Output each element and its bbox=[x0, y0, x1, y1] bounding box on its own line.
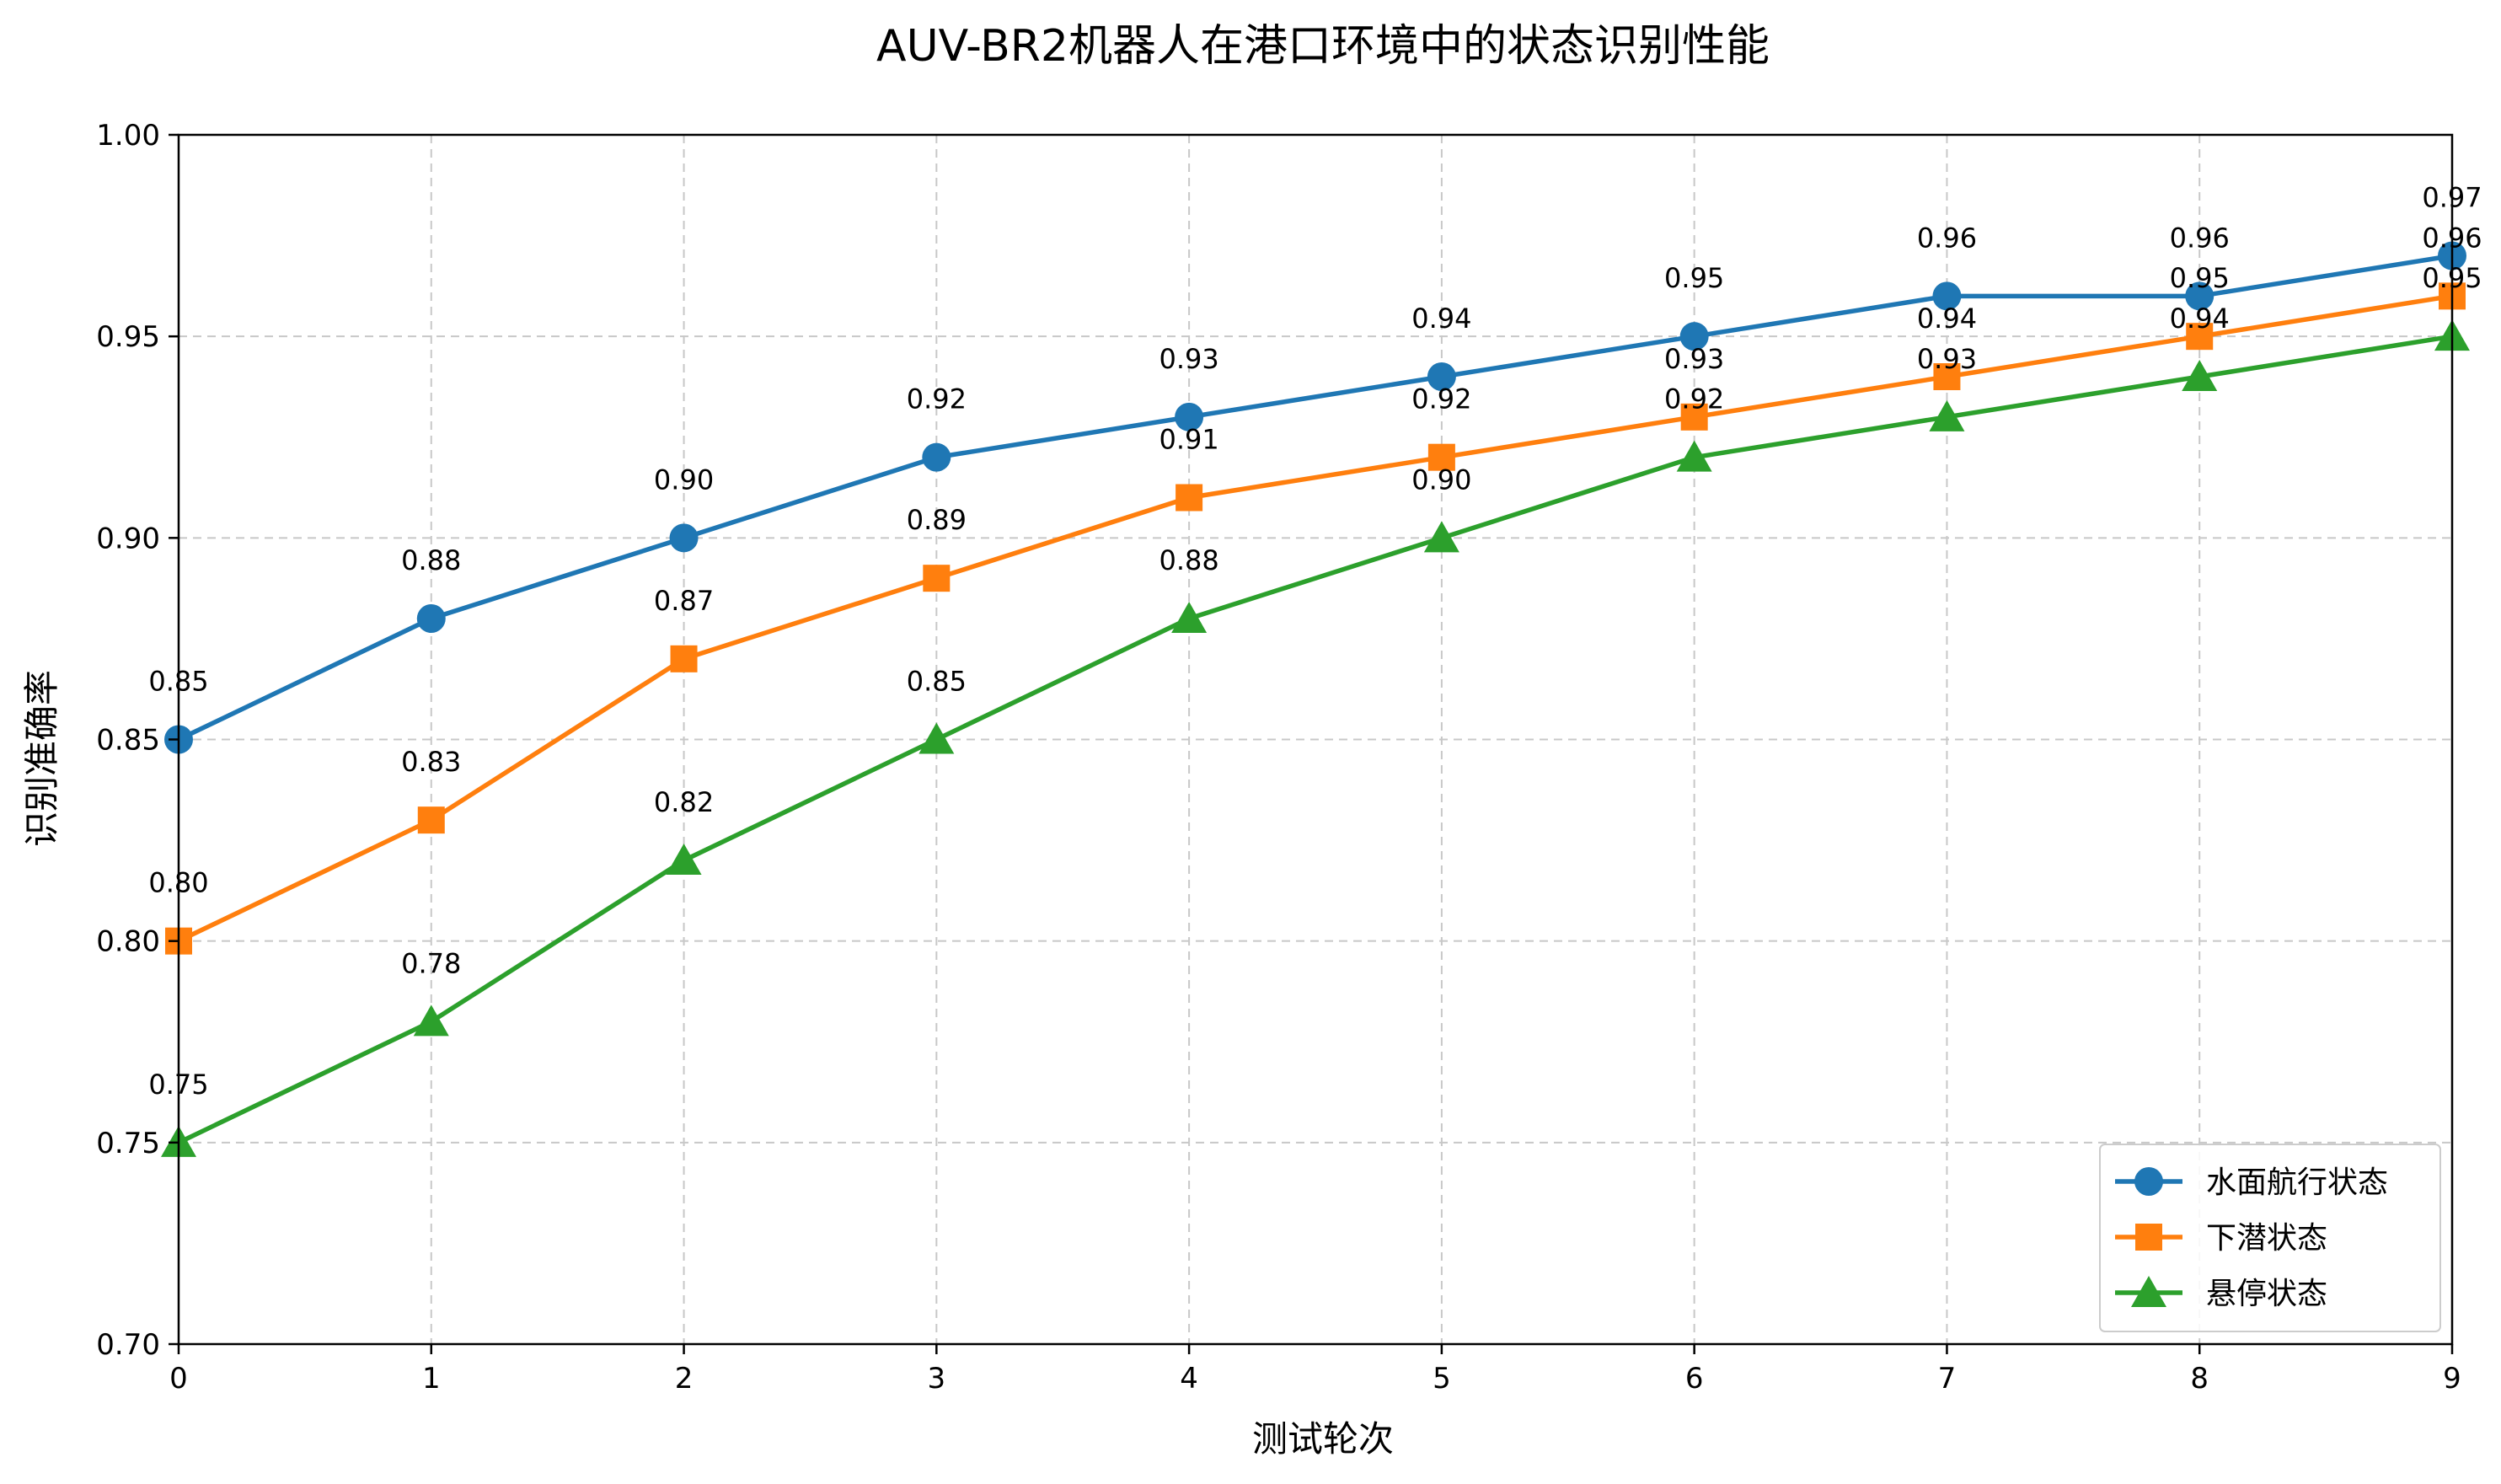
x-axis-title: 测试轮次 bbox=[1252, 1418, 1394, 1460]
data-label-dive: 0.95 bbox=[2170, 262, 2230, 294]
axis-ticks: 0 1 2 3 4 5 6 7 8 9 0.70 0.75 0.80 0.85 0.90 0.95 1.00 bbox=[96, 119, 2461, 1396]
data-point-hover bbox=[1676, 440, 1712, 472]
x-tick-label: 9 bbox=[2443, 1362, 2461, 1396]
data-point-dive bbox=[2186, 323, 2214, 351]
data-point-hover bbox=[1171, 602, 1208, 633]
y-tick-label: 0.95 bbox=[96, 320, 160, 354]
data-point-dive bbox=[417, 806, 445, 834]
data-point-surface bbox=[922, 442, 951, 472]
x-tick-label: 2 bbox=[675, 1362, 694, 1396]
data-label-hover: 0.85 bbox=[907, 666, 967, 698]
data-label-surface: 0.93 bbox=[1159, 343, 1218, 375]
data-label-dive: 0.83 bbox=[401, 746, 461, 778]
data-point-surface bbox=[1679, 322, 1709, 351]
y-tick-label: 0.80 bbox=[96, 925, 160, 959]
y-tick-label: 0.85 bbox=[96, 724, 160, 758]
x-tick-label: 4 bbox=[1180, 1362, 1198, 1396]
y-tick-label: 1.00 bbox=[96, 119, 160, 153]
x-tick-label: 1 bbox=[422, 1362, 441, 1396]
data-point-hover bbox=[413, 1005, 449, 1037]
data-label-surface: 0.96 bbox=[1917, 222, 1977, 254]
x-tick-label: 7 bbox=[1938, 1362, 1957, 1396]
x-tick-label: 5 bbox=[1433, 1362, 1451, 1396]
data-point-surface bbox=[416, 604, 446, 633]
data-point-dive bbox=[923, 565, 951, 592]
data-label-hover: 0.94 bbox=[2170, 303, 2230, 335]
x-tick-label: 3 bbox=[928, 1362, 946, 1396]
series-group bbox=[161, 241, 2470, 1157]
data-label-dive: 0.94 bbox=[1917, 303, 1977, 335]
data-point-hover bbox=[1929, 399, 1965, 431]
data-label-dive: 0.92 bbox=[1411, 383, 1471, 415]
y-tick-label: 0.90 bbox=[96, 522, 160, 555]
series-surface bbox=[164, 241, 2466, 754]
data-label-hover: 0.92 bbox=[1664, 383, 1724, 415]
legend-marker-surface bbox=[2134, 1167, 2163, 1196]
data-point-hover bbox=[1423, 521, 1459, 553]
series-line-dive bbox=[177, 293, 2453, 944]
data-label-surface: 0.90 bbox=[654, 463, 714, 496]
legend-marker-hover bbox=[2131, 1276, 2166, 1307]
data-label-hover: 0.90 bbox=[1411, 463, 1471, 496]
data-label-dive: 0.91 bbox=[1159, 424, 1218, 456]
data-point-surface bbox=[1427, 362, 1456, 391]
data-label-hover: 0.88 bbox=[1159, 544, 1218, 576]
data-point-surface bbox=[2185, 281, 2214, 311]
data-label-dive: 0.93 bbox=[1664, 343, 1724, 375]
data-labels: 0.850.880.900.920.930.940.950.96 0.960.97… bbox=[148, 182, 2482, 1101]
data-label-surface: 0.92 bbox=[907, 383, 967, 415]
legend-label-surface: 水面航行状态 bbox=[2206, 1165, 2388, 1200]
data-point-dive bbox=[1176, 484, 1203, 512]
series-hover bbox=[161, 319, 2470, 1157]
legend-label-hover: 悬停状态 bbox=[2206, 1277, 2327, 1311]
data-label-dive: 0.87 bbox=[654, 585, 714, 617]
data-point-surface bbox=[669, 523, 699, 553]
series-dive bbox=[165, 282, 2466, 955]
data-label-surface: 0.88 bbox=[401, 544, 461, 576]
x-tick-label: 8 bbox=[2190, 1362, 2209, 1396]
y-tick-label: 0.75 bbox=[96, 1127, 160, 1160]
data-label-hover: 0.93 bbox=[1917, 343, 1977, 375]
data-label-dive: 0.89 bbox=[907, 504, 967, 536]
x-tick-label: 0 bbox=[169, 1362, 188, 1396]
data-point-hover bbox=[666, 844, 702, 875]
data-point-dive bbox=[1933, 363, 1961, 390]
data-point-surface bbox=[1932, 281, 1962, 311]
data-point-surface bbox=[1175, 402, 1204, 431]
legend-box bbox=[2099, 1144, 2441, 1332]
data-label-surface: 0.96 bbox=[2170, 222, 2230, 254]
data-label-hover: 0.78 bbox=[401, 947, 461, 979]
data-point-hover bbox=[2182, 360, 2218, 391]
legend-marker-dive bbox=[2135, 1224, 2162, 1251]
data-label-surface: 0.95 bbox=[1664, 262, 1724, 294]
y-axis-title: 识别准确率 bbox=[21, 670, 62, 847]
x-tick-label: 6 bbox=[1685, 1362, 1704, 1396]
series-line-surface bbox=[177, 253, 2453, 742]
data-point-dive bbox=[1680, 403, 1708, 431]
data-point-hover bbox=[918, 722, 955, 754]
chart-title: AUV-BR2机器人在港口环境中的状态识别性能 bbox=[876, 21, 1770, 72]
data-label-surface: 0.94 bbox=[1411, 303, 1471, 335]
series-line-hover bbox=[177, 334, 2453, 1145]
data-point-dive bbox=[1427, 443, 1455, 471]
data-label-hover: 0.82 bbox=[654, 786, 714, 818]
data-point-dive bbox=[670, 645, 698, 672]
legend-label-dive: 下潜状态 bbox=[2206, 1221, 2327, 1256]
y-tick-label: 0.70 bbox=[96, 1328, 160, 1362]
